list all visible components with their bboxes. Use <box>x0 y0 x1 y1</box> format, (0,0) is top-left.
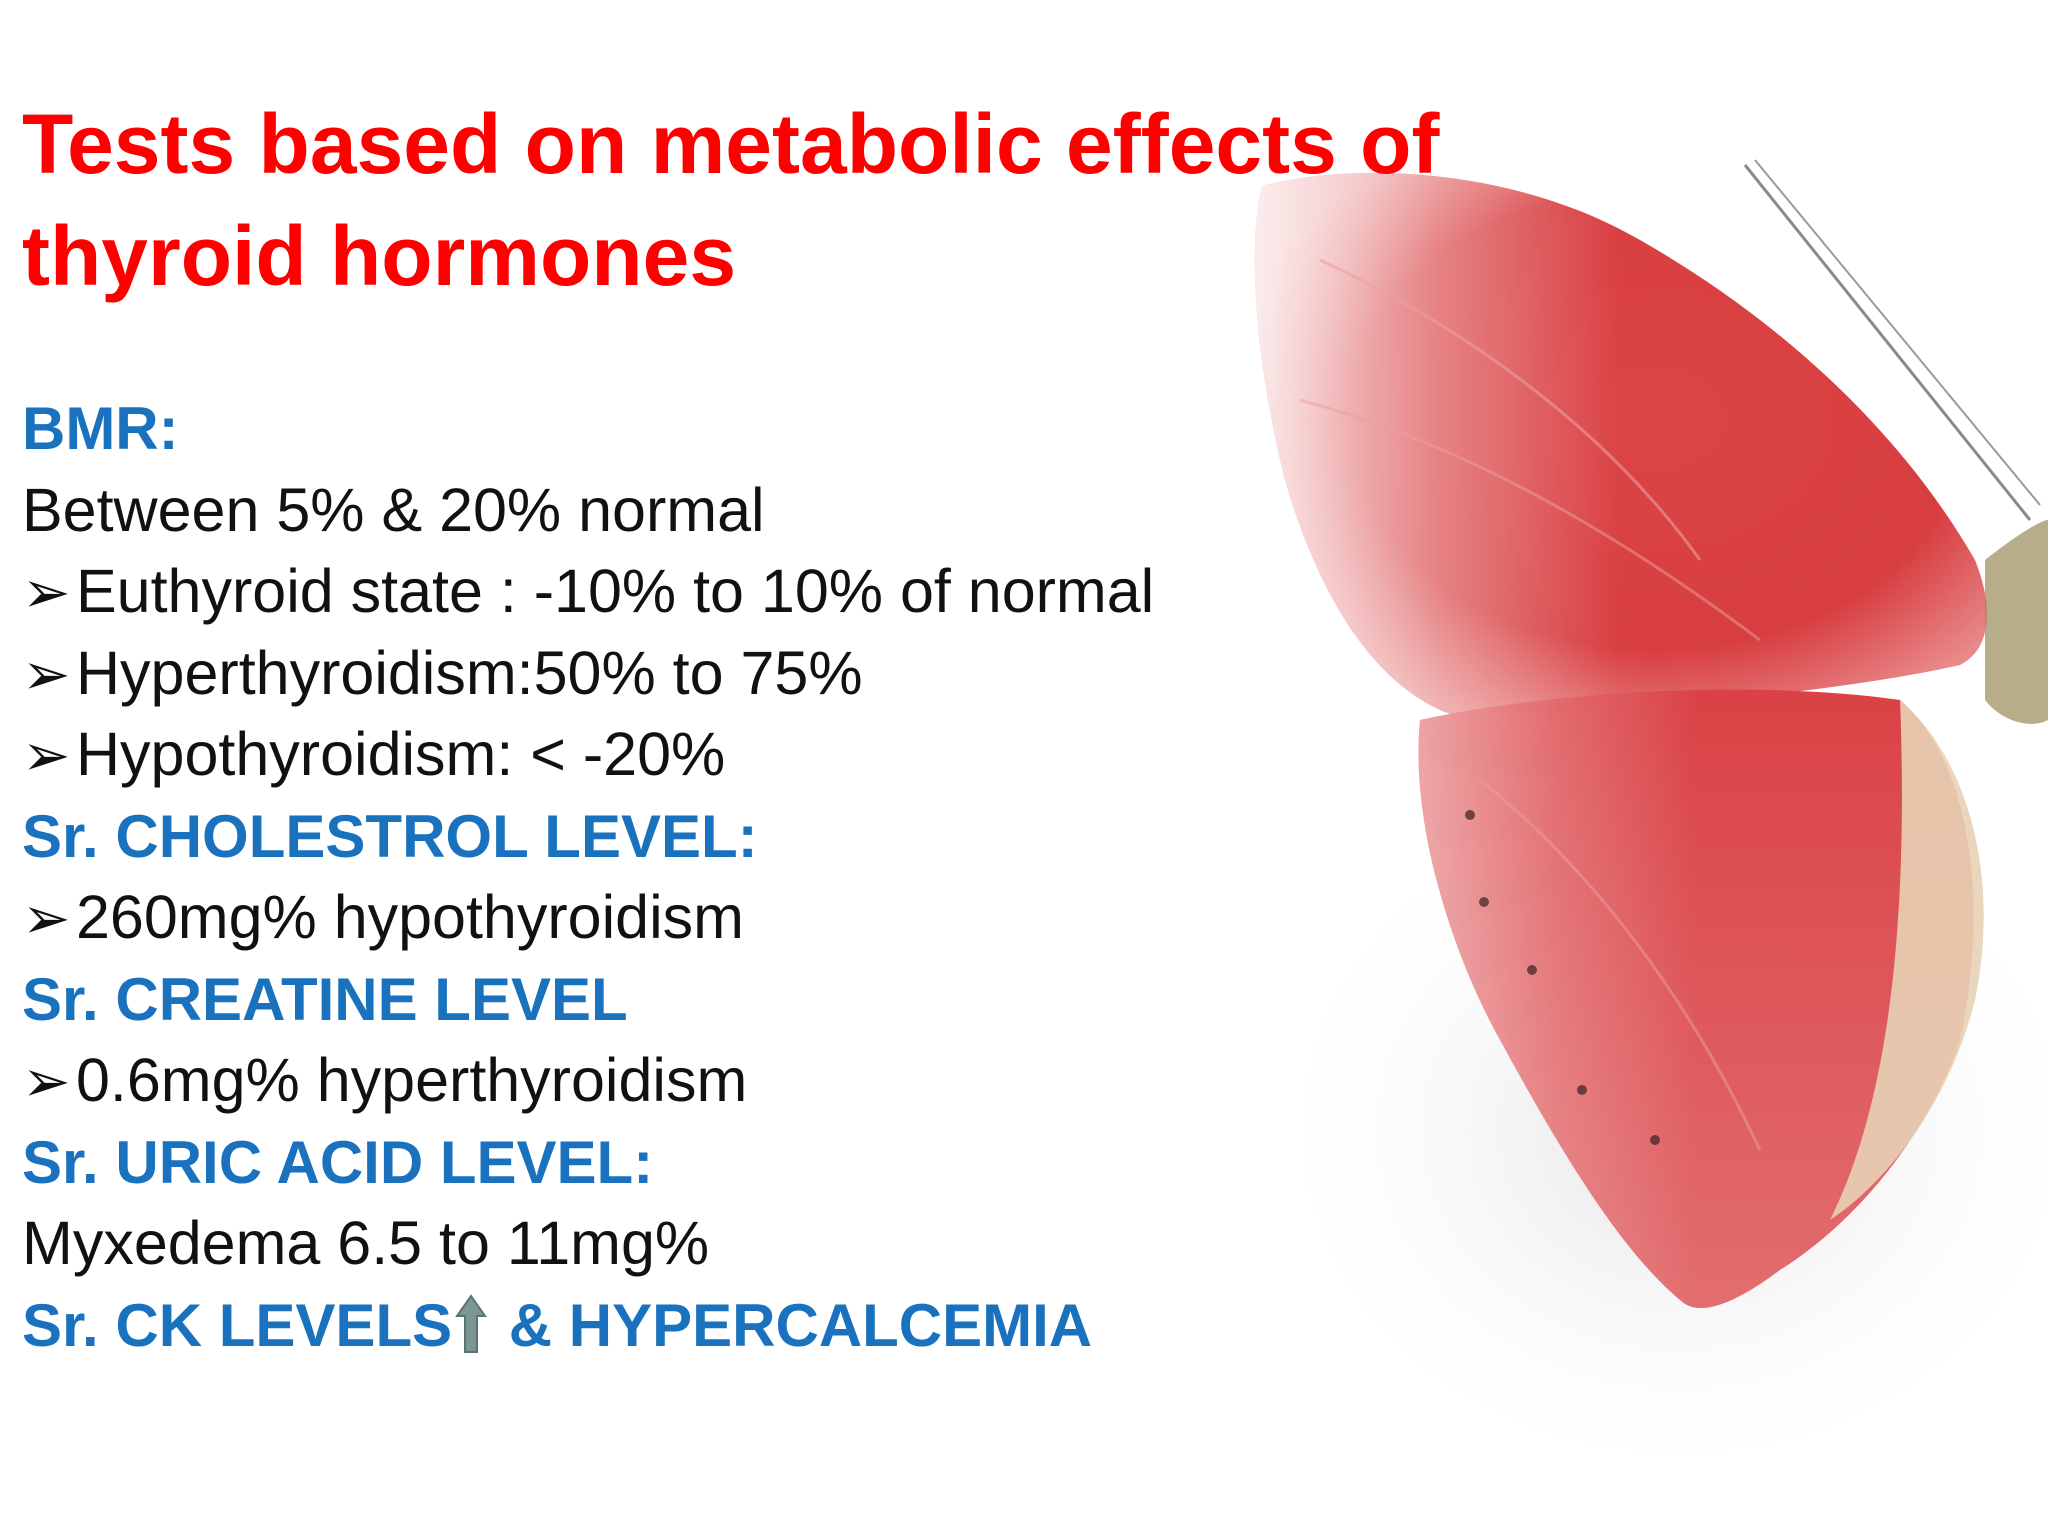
arrowhead-bullet-icon: ➢ <box>22 1049 71 1114</box>
ck-heading-part-1: Sr. CK LEVELS <box>22 1291 453 1359</box>
bmr-bullet-euthyroid: ➢Euthyroid state : -10% to 10% of normal <box>22 551 1522 633</box>
title-line-2: thyroid hormones <box>22 209 737 303</box>
slide-title: Tests based on metabolic effects of thyr… <box>22 88 1642 312</box>
slide-content: BMR: Between 5% & 20% normal ➢Euthyroid … <box>22 388 1522 1366</box>
ck-heading: Sr. CK LEVELS & HYPERCALCEMIA <box>22 1285 1522 1367</box>
bmr-bullet-hyperthyroidism: ➢Hyperthyroidism:50% to 75% <box>22 633 1522 715</box>
bullet-text: Hyperthyroidism:50% to 75% <box>76 638 863 707</box>
bmr-normal-range: Between 5% & 20% normal <box>22 475 765 544</box>
arrowhead-bullet-icon: ➢ <box>22 886 71 951</box>
uric-acid-text: Myxedema 6.5 to 11mg% <box>22 1209 710 1277</box>
bullet-text: Euthyroid state : -10% to 10% of normal <box>76 557 1155 625</box>
bmr-bullet-hypothyroidism: ➢Hypothyroidism: < -20% <box>22 714 1522 796</box>
bmr-heading: BMR: <box>22 395 179 462</box>
creatine-bullet: ➢0.6mg% hyperthyroidism <box>22 1040 1522 1122</box>
title-line-1: Tests based on metabolic effects of <box>22 97 1440 191</box>
bullet-text: 260mg% hypothyroidism <box>76 883 744 951</box>
up-arrow-icon <box>455 1293 488 1353</box>
cholesterol-bullet: ➢260mg% hypothyroidism <box>22 877 1522 959</box>
ck-heading-part-2: & HYPERCALCEMIA <box>492 1291 1093 1359</box>
arrowhead-bullet-icon: ➢ <box>22 560 71 625</box>
cholesterol-heading: Sr. CHOLESTROL LEVEL: <box>22 802 758 870</box>
uric-acid-heading: Sr. URIC ACID LEVEL: <box>22 1128 654 1196</box>
bullet-text: Hypothyroidism: < -20% <box>76 720 726 788</box>
creatine-heading: Sr. CREATINE LEVEL <box>22 965 628 1033</box>
bullet-text: 0.6mg% hyperthyroidism <box>76 1046 748 1114</box>
arrowhead-bullet-icon: ➢ <box>22 641 71 707</box>
arrowhead-bullet-icon: ➢ <box>22 723 71 788</box>
